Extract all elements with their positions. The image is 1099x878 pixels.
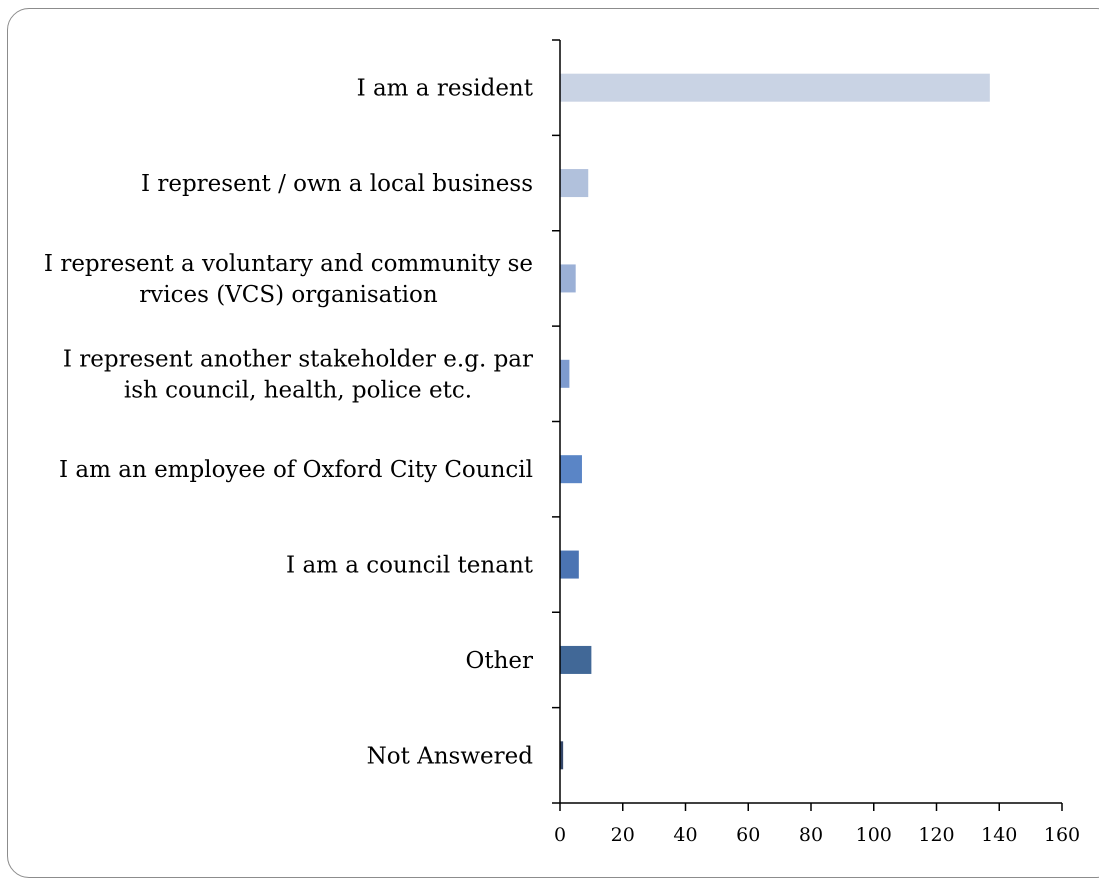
x-tick-label: 140 — [981, 824, 1017, 846]
bar-3 — [560, 264, 576, 293]
bar-8 — [560, 741, 564, 770]
bar-1 — [560, 73, 990, 102]
x-tick-label: 60 — [736, 824, 760, 846]
x-tick-label: 20 — [611, 824, 635, 846]
category-label: I am a resident — [357, 76, 534, 102]
x-tick-label: 100 — [856, 824, 892, 846]
category-label: Other — [465, 648, 533, 674]
category-labels: I am a resident I represent / own a local… — [44, 76, 534, 770]
category-label: I represent a voluntary and community se — [44, 251, 533, 277]
category-label: I am an employee of Oxford City Council — [59, 457, 533, 483]
bar-5 — [560, 455, 582, 484]
bar-7 — [560, 645, 592, 674]
x-tick-label: 40 — [673, 824, 697, 846]
bars-layer — [560, 73, 990, 770]
bar-chart: I am a resident I represent / own a local… — [44, 39, 1080, 846]
category-label: rvices (VCS) organisation — [139, 282, 438, 308]
category-label: I represent / own a local business — [141, 171, 533, 197]
category-label: I represent another stakeholder e.g. par — [63, 346, 533, 372]
chart-frame — [7, 8, 1099, 878]
bar-2 — [560, 169, 589, 198]
category-label: I am a council tenant — [286, 553, 534, 579]
x-tick-label: 160 — [1044, 824, 1080, 846]
bar-4 — [560, 359, 570, 388]
category-label: Not Answered — [367, 743, 534, 769]
x-tick-label: 0 — [554, 824, 566, 846]
category-label: ish council, health, police etc. — [124, 377, 472, 403]
axes: 0 20 40 60 80 100 120 140 160 — [552, 39, 1080, 846]
x-tick-label: 120 — [918, 824, 954, 846]
x-tick-label: 80 — [799, 824, 823, 846]
bar-6 — [560, 550, 579, 579]
